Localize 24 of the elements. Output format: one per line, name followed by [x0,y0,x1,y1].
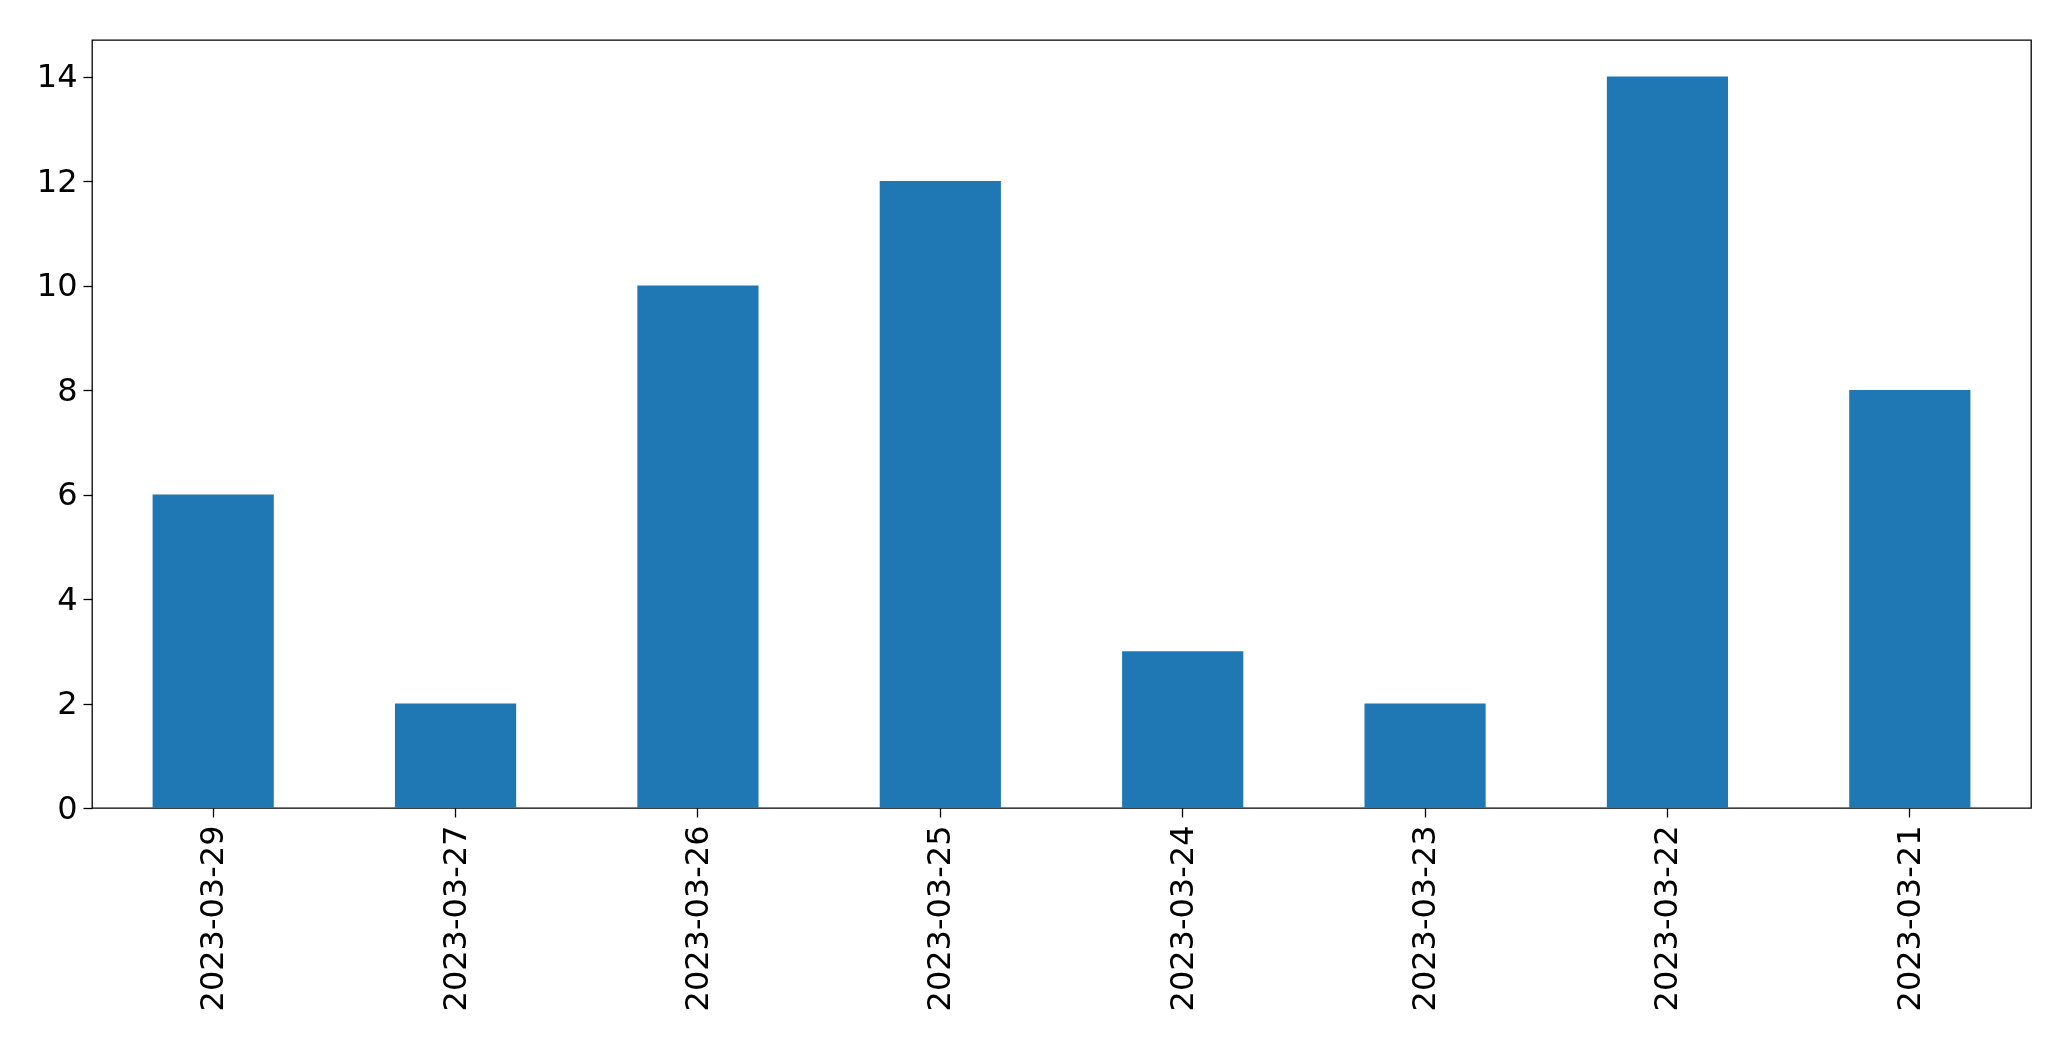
y-tick-label: 0 [57,788,78,827]
bar [1122,651,1244,808]
y-tick-label: 14 [36,57,78,96]
y-tick-label: 8 [57,370,78,409]
x-tick-label: 2023-03-21 [1889,825,1928,1012]
x-tick-label: 2023-03-25 [920,825,959,1012]
bar [1364,703,1486,808]
y-tick-label: 2 [57,684,78,723]
x-tick-label: 2023-03-24 [1162,825,1201,1012]
x-tick-label: 2023-03-23 [1405,825,1444,1012]
y-tick-label: 10 [36,266,78,305]
y-tick-label: 4 [57,579,78,618]
y-tick-label: 6 [57,475,78,514]
x-tick-label: 2023-03-29 [193,825,232,1012]
y-tick-label: 12 [36,161,78,200]
bar [394,703,517,808]
bar [879,181,1001,808]
x-tick-label: 2023-03-26 [677,825,716,1012]
x-tick-label: 2023-03-27 [435,825,474,1012]
bar [1849,390,1971,808]
x-tick-label: 2023-03-22 [1647,825,1686,1012]
bar [152,494,274,808]
bar [637,285,759,808]
bar [1606,76,1729,808]
